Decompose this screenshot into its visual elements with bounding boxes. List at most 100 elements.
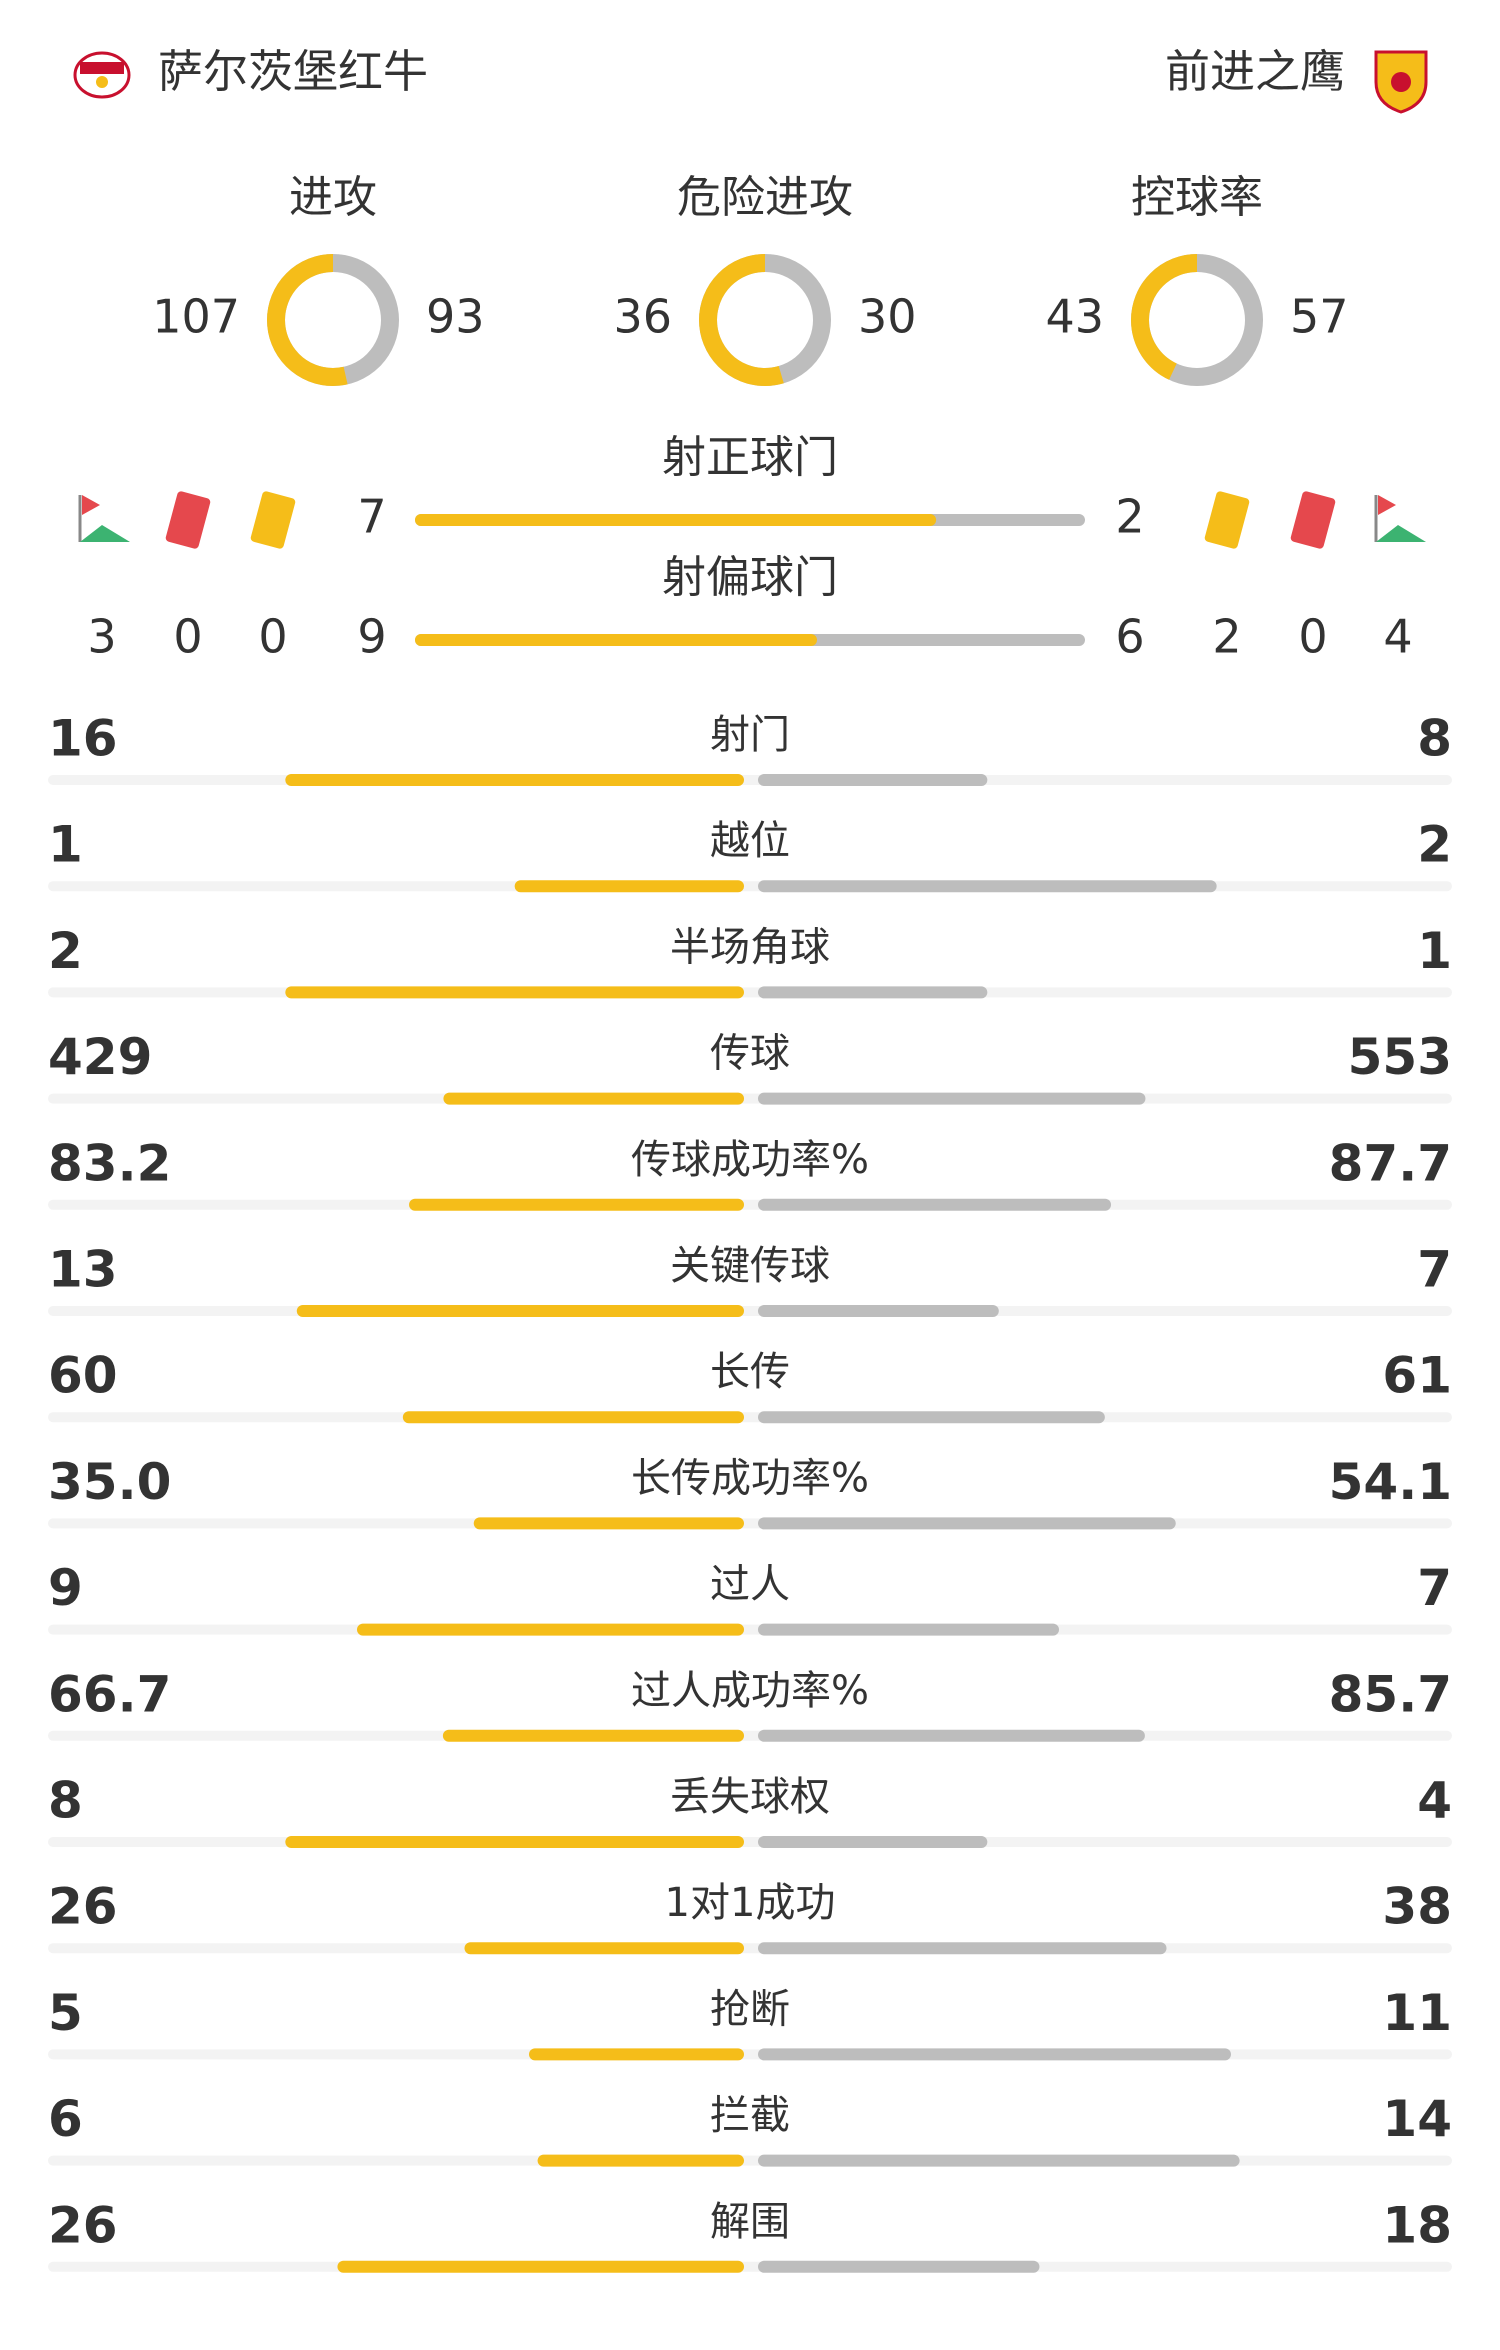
stat-track: [48, 987, 1452, 998]
stat-home: 13: [48, 1241, 118, 1299]
stat-home: 6: [48, 2090, 83, 2148]
stat-track: [48, 881, 1452, 892]
stat-track: [48, 775, 1452, 785]
stat-away: 85.7: [1329, 1665, 1452, 1723]
stat-home: 83.2: [48, 1134, 171, 1192]
stat-away-bar: [758, 1198, 1112, 1211]
stat-home-bar: [285, 774, 744, 786]
stat-track: [48, 1199, 1452, 1210]
stat-away: 61: [1382, 1347, 1452, 1405]
stat-label: 长传: [710, 1349, 790, 1395]
stat-away-bar: [758, 986, 988, 999]
corner-ground: [80, 525, 130, 542]
ring-title: 进攻: [289, 172, 377, 223]
stat-home: 16: [48, 710, 118, 768]
stat-track: [48, 2155, 1452, 2166]
stat-track: [48, 1412, 1452, 1423]
stat-home-bar: [285, 1836, 744, 1848]
ring-title: 控球率: [1131, 172, 1263, 223]
stat-away-bar: [758, 880, 1217, 893]
stat-home: 26: [48, 2196, 118, 2254]
stat-home-bar: [514, 880, 744, 893]
stat-away-bar: [758, 1836, 988, 1848]
stat-track: [48, 2261, 1452, 2272]
stat-away: 2: [1417, 816, 1452, 874]
stat-label: 过人成功率%: [631, 1668, 869, 1714]
away-team: 前进之鹰: [1165, 45, 1345, 98]
stat-away-bar: [758, 774, 988, 786]
ring-away: 30: [858, 290, 917, 344]
stat-away: 1: [1417, 922, 1452, 980]
stat-label: 传球: [710, 1031, 790, 1077]
stat-label: 半场角球: [670, 924, 830, 970]
stat-track: [48, 2049, 1452, 2060]
stat-track: [48, 1093, 1452, 1104]
stat-label: 丢失球权: [670, 1774, 830, 1820]
stat-home: 8: [48, 1772, 83, 1830]
stat-home: 429: [48, 1028, 152, 1086]
stat-away-bar: [758, 2048, 1231, 2061]
stat-away-bar: [758, 1729, 1145, 1742]
discipline-count: 0: [1298, 610, 1327, 664]
stat-track: [48, 1306, 1452, 1316]
red-card-icon: [165, 491, 211, 549]
stat-away: 7: [1417, 1241, 1452, 1299]
stat-away-bar: [758, 2154, 1240, 2167]
stat-label: 解围: [710, 2199, 790, 2245]
stat-label: 关键传球: [670, 1243, 830, 1289]
stat-home-bar: [357, 1623, 744, 1636]
stat-home: 5: [48, 1984, 83, 2042]
stat-label: 射门: [710, 712, 790, 758]
yellow-card-icon: [1204, 491, 1250, 549]
stat-label: 1对1成功: [665, 1880, 836, 1926]
stat-home-bar: [473, 1517, 744, 1530]
stat-home-bar: [409, 1198, 744, 1211]
stat-away-bar: [758, 1305, 999, 1317]
stat-away-bar: [758, 2260, 1040, 2273]
discipline-count: 4: [1383, 610, 1412, 664]
stat-home-bar: [443, 1092, 744, 1105]
stat-home-bar: [402, 1411, 744, 1424]
ring-home-arc: [1131, 254, 1263, 386]
discipline-count: 3: [87, 610, 116, 664]
shot-home: 7: [357, 490, 386, 544]
stat-home-bar: [285, 986, 744, 999]
stat-away-bar: [758, 1517, 1176, 1530]
red-card-icon: [1290, 491, 1336, 549]
shot-title: 射正球门: [662, 432, 838, 483]
ring-home: 36: [613, 290, 672, 344]
stat-label: 越位: [710, 818, 790, 864]
stat-home-bar: [537, 2154, 744, 2167]
stat-label: 抢断: [710, 1986, 790, 2032]
stat-away: 18: [1382, 2196, 1452, 2254]
shot-away: 2: [1115, 490, 1144, 544]
corner-flag: [82, 495, 100, 515]
stat-home: 2: [48, 922, 83, 980]
stat-home: 1: [48, 816, 83, 874]
stat-track: [48, 1943, 1452, 1954]
corner-ground: [1376, 525, 1426, 542]
stat-away-bar: [758, 1092, 1146, 1105]
stat-away: 11: [1382, 1984, 1452, 2042]
stat-home-bar: [337, 2260, 744, 2273]
stat-home-bar: [296, 1305, 744, 1317]
ring-away: 57: [1290, 290, 1349, 344]
ring-home: 107: [152, 290, 240, 344]
stat-home-bar: [442, 1729, 744, 1742]
stat-away: 38: [1382, 1878, 1452, 1936]
stat-home-bar: [529, 2048, 744, 2061]
shot-home-bar: [415, 514, 937, 526]
stat-away-bar: [758, 1942, 1167, 1955]
stat-track: [48, 1837, 1452, 1847]
shot-title: 射偏球门: [662, 552, 838, 603]
home-team: 萨尔茨堡红牛: [158, 45, 428, 98]
stat-away: 8: [1417, 710, 1452, 768]
stat-home: 26: [48, 1878, 118, 1936]
corner-flag: [1378, 495, 1396, 515]
stat-away: 553: [1348, 1028, 1452, 1086]
discipline-count: 0: [258, 610, 287, 664]
stat-label: 传球成功率%: [631, 1137, 869, 1183]
yellow-card-icon: [250, 491, 296, 549]
shot-home: 9: [357, 610, 386, 664]
